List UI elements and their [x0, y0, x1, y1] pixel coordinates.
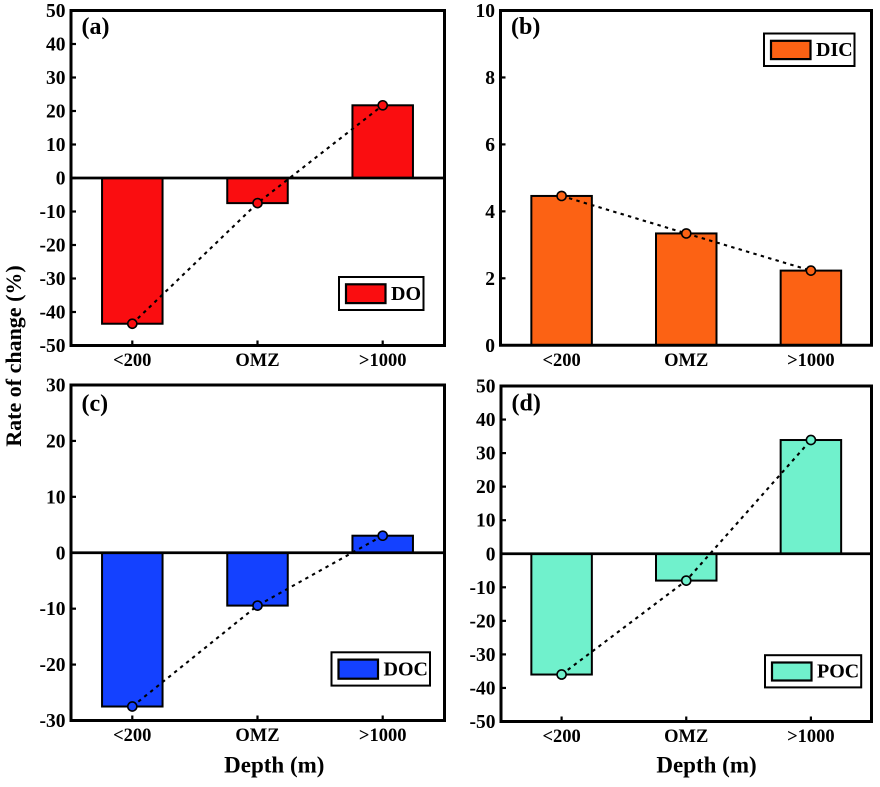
- svg-text:<200: <200: [113, 726, 151, 746]
- svg-text:Rate of change (%): Rate of change (%): [1, 265, 26, 446]
- svg-text:-40: -40: [470, 678, 496, 699]
- svg-text:30: 30: [46, 376, 66, 397]
- svg-text:DIC: DIC: [816, 39, 853, 61]
- svg-text:-40: -40: [40, 303, 66, 324]
- svg-text:OMZ: OMZ: [664, 351, 708, 371]
- svg-text:10: 10: [46, 135, 66, 156]
- svg-text:-30: -30: [470, 645, 496, 666]
- svg-text:30: 30: [46, 68, 66, 89]
- svg-text:10: 10: [46, 487, 66, 508]
- svg-text:>1000: >1000: [787, 727, 835, 747]
- svg-text:-20: -20: [470, 611, 496, 632]
- svg-text:10: 10: [476, 511, 496, 532]
- svg-text:20: 20: [46, 102, 66, 123]
- svg-text:0: 0: [485, 336, 495, 357]
- svg-text:10: 10: [476, 1, 496, 22]
- svg-text:0: 0: [56, 543, 66, 564]
- svg-text:-50: -50: [470, 712, 496, 733]
- svg-text:OMZ: OMZ: [235, 726, 279, 746]
- svg-text:30: 30: [476, 444, 496, 465]
- svg-text:>1000: >1000: [787, 351, 835, 371]
- svg-text:(d): (d): [512, 390, 541, 416]
- svg-text:(b): (b): [511, 14, 540, 40]
- svg-text:-30: -30: [40, 711, 66, 732]
- svg-text:2: 2: [485, 269, 495, 290]
- svg-text:-10: -10: [40, 202, 66, 223]
- svg-text:<200: <200: [542, 351, 580, 371]
- svg-text:>1000: >1000: [359, 726, 407, 746]
- svg-text:OMZ: OMZ: [664, 727, 708, 747]
- svg-text:-20: -20: [40, 655, 66, 676]
- svg-text:20: 20: [46, 431, 66, 452]
- svg-text:50: 50: [476, 377, 496, 398]
- svg-text:DOC: DOC: [384, 658, 428, 680]
- svg-text:50: 50: [46, 1, 66, 22]
- svg-text:-30: -30: [40, 269, 66, 290]
- svg-text:(a): (a): [82, 14, 110, 40]
- svg-text:8: 8: [485, 68, 495, 89]
- svg-text:DO: DO: [391, 283, 421, 305]
- svg-text:(c): (c): [82, 391, 109, 417]
- svg-text:>1000: >1000: [359, 351, 407, 371]
- svg-text:6: 6: [485, 135, 495, 156]
- svg-text:Depth (m): Depth (m): [656, 753, 756, 778]
- svg-text:POC: POC: [817, 661, 859, 683]
- svg-text:0: 0: [56, 169, 66, 190]
- svg-text:-20: -20: [40, 236, 66, 257]
- svg-text:<200: <200: [542, 727, 580, 747]
- svg-text:20: 20: [476, 477, 496, 498]
- svg-text:0: 0: [486, 544, 496, 565]
- svg-text:40: 40: [46, 35, 66, 56]
- svg-text:-10: -10: [470, 578, 496, 599]
- svg-text:<200: <200: [113, 351, 151, 371]
- svg-text:OMZ: OMZ: [235, 351, 279, 371]
- svg-text:40: 40: [476, 410, 496, 431]
- svg-text:-10: -10: [40, 599, 66, 620]
- svg-text:4: 4: [485, 202, 495, 223]
- svg-text:-50: -50: [40, 336, 66, 357]
- svg-text:Depth (m): Depth (m): [224, 753, 324, 778]
